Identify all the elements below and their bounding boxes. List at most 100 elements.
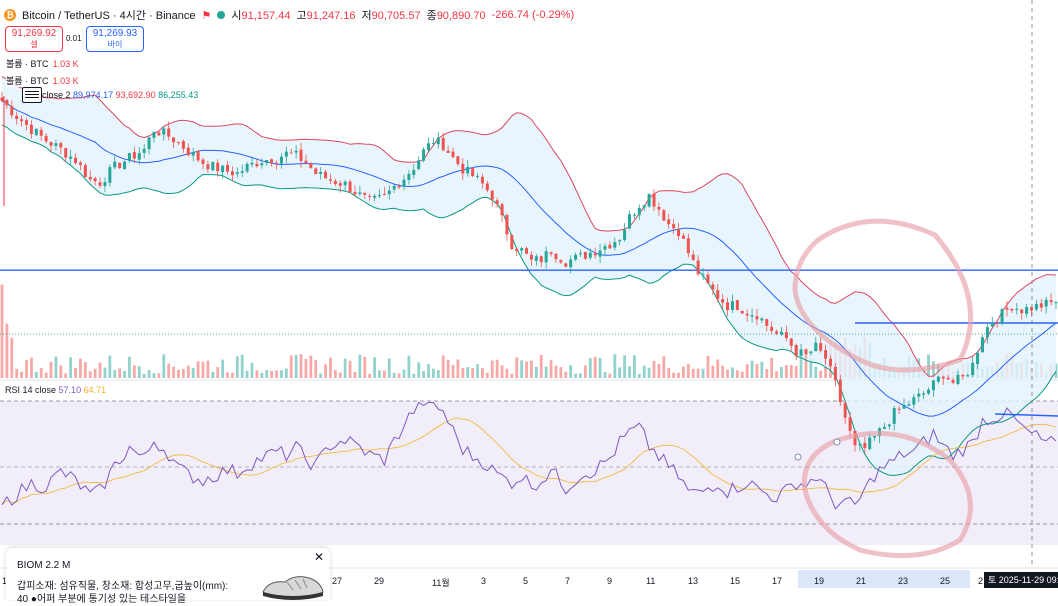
candle-body	[843, 402, 847, 418]
candle-body	[608, 244, 612, 249]
volume-bar	[647, 367, 651, 378]
volume-bar	[20, 371, 24, 378]
candle-body	[833, 366, 837, 381]
candle-body	[373, 195, 377, 198]
candle-body	[574, 254, 578, 260]
volume-bar	[510, 373, 514, 378]
volume-bar	[201, 361, 205, 378]
rsi-trendline	[994, 413, 1058, 417]
candle-body	[500, 204, 504, 216]
candle-body	[186, 147, 190, 156]
rsi-ma-line	[1, 417, 1057, 506]
candle-body	[275, 162, 279, 164]
volume-bar	[750, 360, 754, 378]
symbol-title[interactable]: Bitcoin / TetherUS · 4시간 · Binance	[22, 10, 196, 22]
candle-body	[113, 161, 117, 168]
candle-body	[456, 156, 460, 165]
volume-bar	[255, 370, 259, 378]
legend-menu-icon[interactable]	[22, 87, 42, 103]
volume-bar	[623, 355, 626, 378]
volume-bar	[118, 368, 122, 378]
candle-body	[1029, 307, 1033, 311]
flag-icon[interactable]: ⚑	[201, 9, 212, 22]
sell-label: 셀	[30, 40, 38, 49]
volume-bar	[765, 369, 769, 378]
volume-legend-2[interactable]: 볼륨 · BTC 1.03 K	[6, 74, 79, 87]
candle-body	[554, 253, 558, 260]
candle-body	[931, 380, 935, 391]
candle-body	[15, 115, 19, 120]
candle-body	[108, 167, 112, 183]
bollinger-legend[interactable]: close 2 89,974.17 93,692.90 86,255.43	[6, 90, 198, 100]
volume-bar	[775, 371, 778, 378]
volume-bar	[731, 367, 734, 378]
volume-bar	[530, 360, 533, 378]
volume-bar	[397, 373, 401, 378]
volume-bar	[5, 323, 9, 378]
x-tick-label: 15	[730, 576, 741, 586]
candle-body	[431, 142, 435, 144]
candle-body	[721, 299, 725, 303]
volume-bar	[652, 360, 656, 378]
candle-body	[672, 223, 676, 229]
volume-bar	[525, 361, 528, 378]
ad-banner[interactable]: BIOM 2.2 M 갑피소재: 섬유직물, 창소재: 합성고무,굽높이(mm)…	[6, 548, 330, 605]
candle-body	[83, 165, 87, 178]
candle-body	[265, 160, 269, 163]
candle-body	[382, 193, 386, 195]
candle-body	[466, 166, 470, 174]
volume-bar	[794, 366, 798, 378]
candle-body	[534, 256, 538, 261]
buy-button[interactable]: 91,269.93 바이	[86, 26, 144, 52]
candle-body	[29, 124, 33, 135]
candle-body	[176, 141, 180, 143]
shoe-image[interactable]	[259, 570, 327, 602]
volume-bar	[559, 367, 563, 378]
candle-body	[20, 119, 24, 122]
close-label: 종	[426, 10, 437, 22]
candle-body	[613, 242, 617, 248]
volume-bar	[289, 355, 293, 378]
candle-body	[525, 248, 529, 254]
x-tick-label: 11월	[432, 578, 450, 588]
candle-body	[995, 322, 999, 324]
volume-bar	[275, 370, 278, 378]
volume-bar	[598, 357, 602, 378]
volume-bar	[147, 370, 151, 378]
volume-bar	[628, 366, 631, 378]
volume-bar	[157, 373, 161, 378]
candle-body	[1020, 309, 1024, 314]
candle-body	[98, 182, 102, 186]
x-tick-label: 27	[332, 576, 343, 586]
x-tick-label: 9	[607, 576, 613, 586]
candle-body	[730, 301, 734, 310]
candle-body	[255, 163, 259, 167]
volume-bar	[304, 359, 308, 378]
candle-body	[632, 214, 636, 216]
candle-body	[289, 152, 293, 154]
candle-body	[157, 132, 161, 136]
candle-body	[667, 219, 671, 225]
volume-bar	[814, 366, 818, 378]
volume-bar	[25, 360, 28, 378]
close-icon[interactable]: ✕	[313, 550, 324, 564]
volume-bar	[716, 359, 720, 378]
volume-legend-1[interactable]: 볼륨 · BTC 1.03 K	[6, 57, 79, 70]
candle-body	[245, 163, 249, 172]
candle-body	[946, 377, 950, 380]
candle-body	[980, 337, 984, 353]
candle-body	[618, 240, 622, 242]
candle-body	[230, 171, 234, 176]
volume-bar	[333, 370, 337, 378]
volume-bar	[789, 365, 793, 378]
volume-bar	[196, 361, 200, 378]
ad-title: BIOM 2.2 M	[17, 560, 71, 571]
volume-value: 1.03 K	[52, 76, 79, 86]
candle-body	[74, 157, 78, 164]
rsi-legend[interactable]: RSI 14 close 57.10 64.71	[5, 385, 106, 395]
candle-body	[539, 256, 543, 263]
sell-button[interactable]: 91,269.92 셀	[5, 26, 63, 52]
ad-description: 갑피소재: 섬유직물, 창소재: 합성고무,굽높이(mm): 40 ●어퍼 부분…	[17, 580, 247, 606]
volume-bar	[74, 367, 77, 378]
